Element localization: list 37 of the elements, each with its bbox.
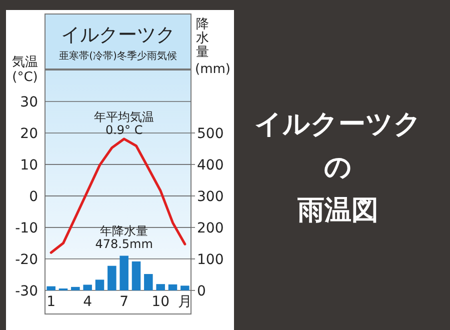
y2-tick-label: 100	[197, 252, 224, 268]
y2-tick-label: 0	[197, 283, 206, 300]
bar	[108, 266, 116, 290]
y-tick-label: 10	[20, 157, 38, 174]
bar	[144, 274, 153, 290]
y-tick-label: 20	[20, 126, 38, 142]
bar	[95, 280, 104, 290]
x-tick-label: 4	[83, 294, 92, 310]
chart-title: イルクーツク	[61, 24, 175, 46]
bar	[120, 256, 128, 290]
x-tick-label: 10	[152, 294, 170, 310]
text: イルクーツクの雨温図	[254, 109, 422, 226]
bar	[168, 284, 178, 290]
y-tick-label: -10	[15, 220, 38, 236]
annotation: 年降水量 478.5mm	[95, 224, 153, 251]
y-tick-label: -20	[15, 252, 38, 268]
y2-tick-label: 500	[197, 126, 224, 142]
bar	[132, 261, 141, 290]
bar	[156, 284, 165, 290]
line-series	[50, 138, 186, 254]
x-tick-label: 7	[120, 294, 129, 310]
y2-tick-label: 300	[197, 188, 224, 205]
annotation: 年平均気温 0.9° C	[94, 110, 154, 137]
bar	[46, 286, 56, 290]
y-axis-title: 気温(°C)	[12, 55, 38, 85]
bar	[71, 286, 80, 290]
x-tick-label: 月	[178, 294, 192, 310]
y-tick-label: 30	[20, 94, 38, 110]
y2-tick-label: 400	[197, 157, 224, 174]
x-tick-label: 1	[46, 294, 56, 310]
y2-axis-title: 降水量(mm)	[195, 17, 230, 77]
y-tick-label: -30	[15, 283, 38, 300]
y-tick-label: 0	[29, 188, 38, 205]
bar	[83, 284, 92, 290]
y2-tick-label: 200	[197, 220, 224, 236]
bar	[180, 286, 190, 290]
chart-subtitle: 亜寒帯(冷帯)冬季少雨気候	[59, 50, 177, 62]
